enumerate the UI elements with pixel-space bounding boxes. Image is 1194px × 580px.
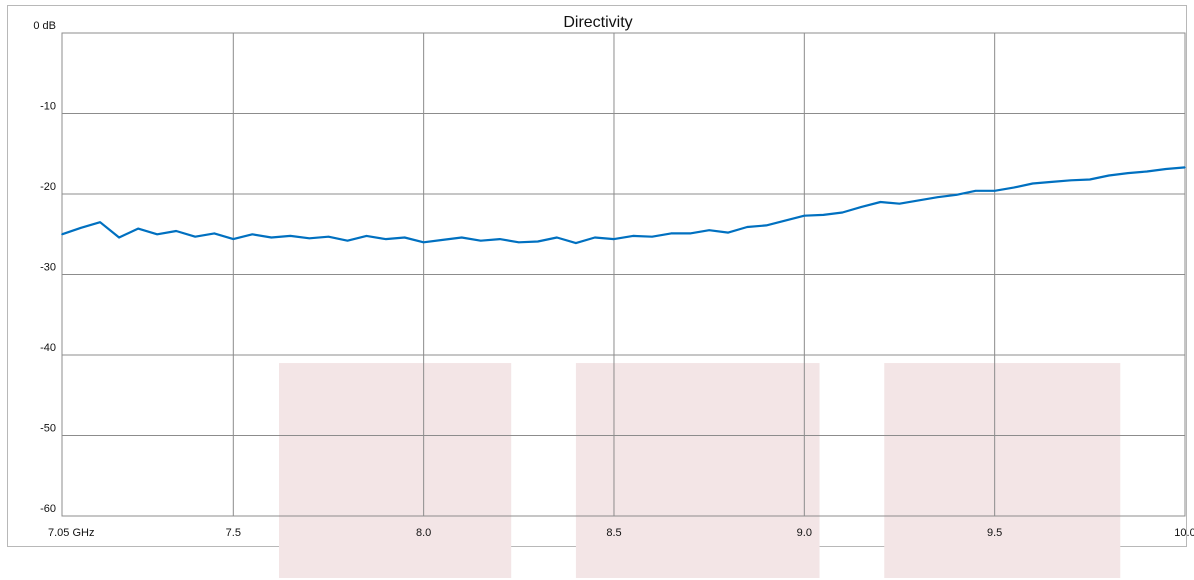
- data-point: [1108, 174, 1110, 177]
- data-point: [575, 242, 577, 244]
- data-point: [479, 239, 482, 242]
- x-tick-label: 9.5: [987, 527, 1002, 539]
- data-point: [194, 235, 197, 238]
- data-point: [955, 194, 958, 196]
- data-point: [822, 214, 825, 216]
- y-tick-label: -50: [40, 423, 56, 435]
- data-point: [403, 236, 406, 239]
- series-lines: [61, 166, 1186, 245]
- data-point: [1184, 166, 1186, 169]
- y-tick-label: -40: [40, 342, 56, 354]
- data-point: [137, 227, 139, 230]
- shaded-band-2: [575, 363, 820, 578]
- data-point: [518, 241, 520, 244]
- series-line-1: [61, 166, 1186, 245]
- data-point: [1031, 182, 1034, 185]
- data-point: [99, 221, 101, 223]
- data-point: [365, 235, 368, 237]
- data-point: [80, 227, 82, 229]
- data-point: [422, 241, 425, 244]
- x-tick-label: 8.0: [416, 527, 431, 539]
- shaded-band-1: [278, 363, 512, 578]
- x-tick-label: 7.05 GHz: [48, 527, 94, 539]
- x-tick-labels: 7.05 GHz 7.5 8.0 8.5 9.0 9.5 10.0: [48, 527, 1194, 539]
- x-tick-label: 7.5: [226, 527, 241, 539]
- data-point: [61, 233, 63, 236]
- data-point: [270, 236, 273, 239]
- y-tick-label: 0 dB: [33, 20, 56, 32]
- data-point: [993, 189, 996, 192]
- data-point: [289, 235, 292, 237]
- data-point: [632, 235, 634, 237]
- data-point: [175, 230, 178, 232]
- data-point: [1050, 181, 1053, 183]
- data-point: [156, 233, 158, 236]
- data-point: [917, 199, 920, 202]
- data-point: [860, 206, 863, 208]
- data-point: [251, 233, 254, 236]
- data-point: [765, 224, 768, 227]
- data-point: [594, 236, 596, 239]
- data-point: [384, 238, 387, 240]
- data-point: [346, 239, 349, 242]
- data-point: [746, 226, 749, 228]
- data-point: [898, 202, 901, 205]
- y-tick-labels: 0 dB -10 -20 -30 -40 -50 -60: [33, 20, 56, 515]
- chart-frame: 0 dB -10 -20 -30 -40 -50 -60 7.05 GHz 7.5 8.0 8.5…: [7, 5, 1194, 578]
- data-point: [327, 235, 330, 238]
- data-point: [118, 236, 120, 239]
- data-point: [232, 238, 235, 240]
- data-point: [213, 232, 216, 235]
- y-tick-label: -20: [40, 181, 56, 193]
- data-point: [841, 211, 844, 214]
- data-point: [1146, 170, 1148, 173]
- data-point: [708, 229, 710, 232]
- data-point: [803, 214, 806, 217]
- y-tick-label: -10: [40, 101, 56, 113]
- data-point: [1089, 178, 1091, 181]
- data-point: [613, 238, 615, 240]
- data-point: [308, 237, 311, 240]
- data-point: [556, 236, 558, 239]
- data-point: [974, 189, 977, 192]
- plot-area-border: [61, 32, 1186, 517]
- data-point: [670, 232, 672, 235]
- data-point: [460, 236, 463, 239]
- data-point: [537, 240, 539, 243]
- x-tick-label: 8.5: [606, 527, 621, 539]
- data-point: [651, 235, 653, 238]
- data-point: [1069, 179, 1072, 182]
- data-point: [1165, 168, 1167, 170]
- plot-border: [61, 32, 1186, 517]
- shaded-bands: [278, 363, 1121, 578]
- x-tick-label: 10.0: [1174, 527, 1194, 539]
- shaded-band-3: [884, 363, 1121, 578]
- data-point: [727, 231, 729, 234]
- data-point: [441, 239, 444, 241]
- x-tick-label: 9.0: [797, 527, 812, 539]
- data-point: [879, 201, 882, 203]
- y-tick-label: -60: [40, 503, 56, 515]
- y-tick-label: -30: [40, 262, 56, 274]
- chart-title: Directivity: [563, 14, 632, 31]
- data-point: [498, 238, 501, 240]
- data-point: [1127, 172, 1129, 174]
- data-point: [784, 219, 787, 222]
- data-point: [689, 232, 691, 235]
- data-point: [936, 196, 939, 199]
- directivity-chart: 0 dB -10 -20 -30 -40 -50 -60 7.05 GHz 7.5 8.0 8.5…: [33, 14, 1194, 578]
- data-point: [1012, 186, 1015, 189]
